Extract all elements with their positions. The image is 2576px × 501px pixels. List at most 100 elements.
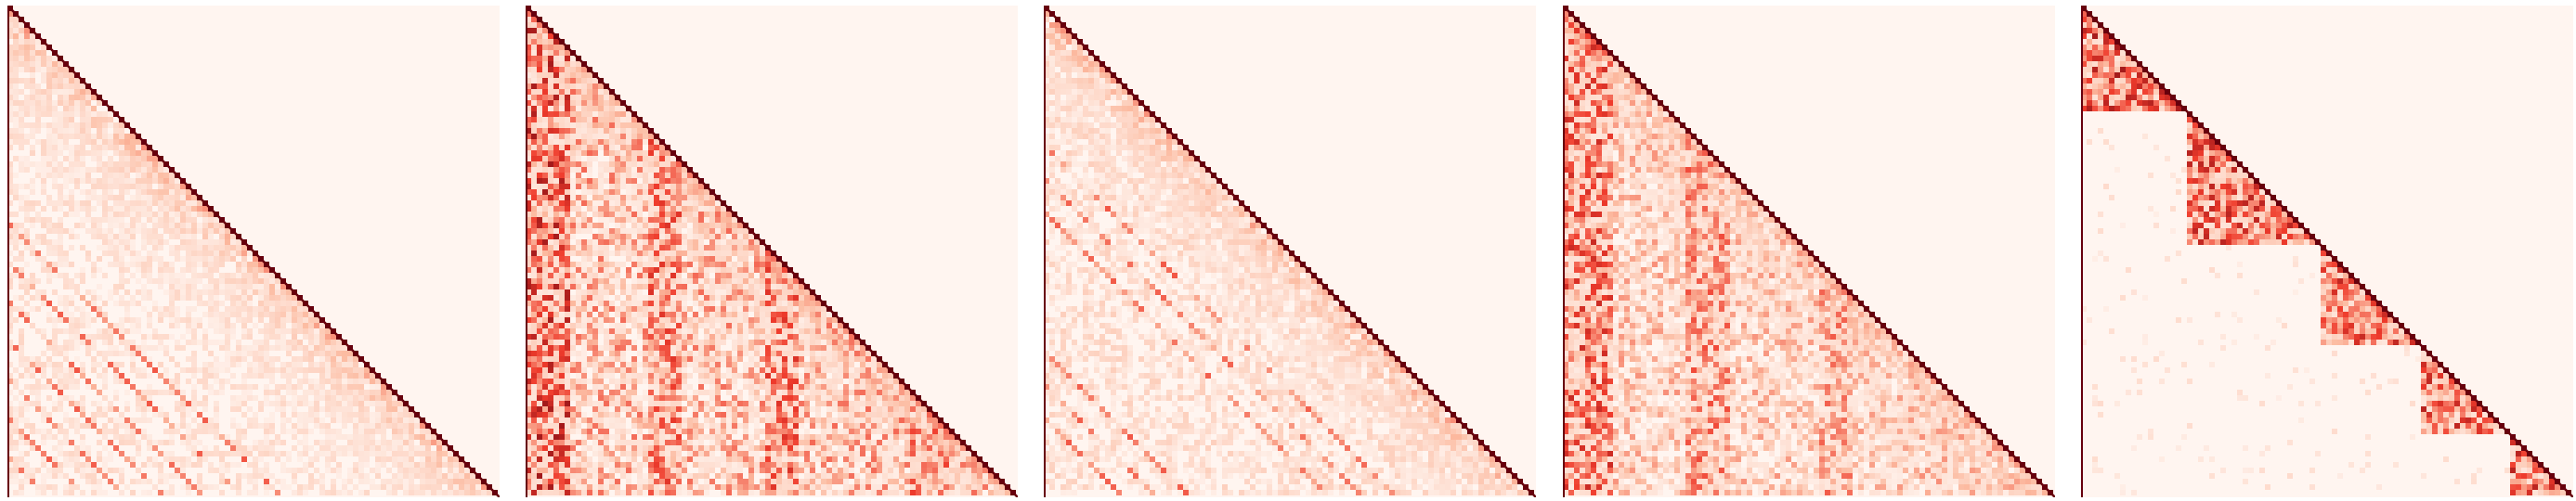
heatmap-cell bbox=[715, 239, 721, 245]
heatmap-cell bbox=[113, 128, 119, 134]
heatmap-cell bbox=[308, 429, 314, 434]
heatmap-cell bbox=[631, 373, 637, 379]
heatmap-cell bbox=[236, 317, 241, 323]
heatmap-cell bbox=[331, 334, 336, 340]
heatmap-cell bbox=[559, 256, 565, 262]
heatmap-cell bbox=[715, 250, 721, 256]
heatmap-cell bbox=[258, 440, 264, 445]
heatmap-cell bbox=[732, 278, 737, 284]
heatmap-cell bbox=[108, 250, 113, 256]
heatmap-cell bbox=[186, 200, 191, 206]
heatmap-cell bbox=[41, 473, 46, 479]
heatmap-cell bbox=[58, 262, 63, 267]
heatmap-cell bbox=[760, 267, 765, 273]
heatmap-cell bbox=[732, 317, 737, 323]
heatmap-cell bbox=[63, 328, 69, 334]
heatmap-cell bbox=[342, 418, 347, 423]
heatmap-cell bbox=[253, 440, 258, 445]
heatmap-cell bbox=[13, 367, 19, 373]
heatmap-cell bbox=[7, 412, 13, 418]
heatmap-cell bbox=[832, 328, 838, 334]
heatmap-cell bbox=[336, 473, 342, 479]
heatmap-cell bbox=[58, 89, 63, 95]
heatmap-cell bbox=[553, 278, 559, 284]
heatmap-cell bbox=[24, 423, 30, 429]
heatmap-cell bbox=[208, 429, 214, 434]
heatmap-cell bbox=[670, 267, 676, 273]
heatmap-cell bbox=[542, 78, 548, 84]
heatmap-cell bbox=[576, 379, 581, 384]
heatmap-cell bbox=[147, 312, 152, 317]
heatmap-cell bbox=[74, 122, 80, 128]
heatmap-cell bbox=[124, 317, 130, 323]
heatmap-cell bbox=[648, 228, 654, 234]
heatmap-cell bbox=[448, 456, 453, 462]
heatmap-cell bbox=[236, 267, 241, 273]
heatmap-cell bbox=[80, 468, 85, 473]
heatmap-cell bbox=[85, 212, 91, 217]
heatmap-cell bbox=[531, 17, 537, 22]
heatmap-cell bbox=[130, 217, 136, 223]
heatmap-cell bbox=[659, 267, 665, 273]
heatmap-cell bbox=[158, 345, 163, 351]
heatmap-cell bbox=[342, 367, 347, 373]
heatmap-cell bbox=[136, 451, 141, 456]
heatmap-cell bbox=[604, 106, 609, 111]
heatmap-cell bbox=[52, 384, 58, 390]
heatmap-cell bbox=[542, 328, 548, 334]
heatmap-cell bbox=[353, 395, 358, 401]
heatmap-cell bbox=[548, 122, 553, 128]
heatmap-cell bbox=[241, 395, 247, 401]
heatmap-cell bbox=[670, 362, 676, 367]
heatmap-cell bbox=[526, 301, 531, 306]
heatmap-cell bbox=[526, 284, 531, 289]
heatmap-cell bbox=[364, 406, 370, 412]
heatmap-cell bbox=[230, 295, 236, 301]
heatmap-cell bbox=[141, 479, 147, 484]
heatmap-cell bbox=[130, 262, 136, 267]
heatmap-cell bbox=[264, 367, 269, 373]
heatmap-cell bbox=[236, 434, 241, 440]
heatmap-cell bbox=[648, 184, 654, 189]
heatmap-cell bbox=[264, 267, 269, 273]
heatmap-cell bbox=[709, 256, 715, 262]
heatmap-cell bbox=[537, 184, 542, 189]
heatmap-cell bbox=[269, 440, 275, 445]
heatmap-cell bbox=[186, 340, 191, 345]
heatmap-cell bbox=[643, 128, 648, 134]
heatmap-cell bbox=[782, 328, 787, 334]
heatmap-cell bbox=[709, 295, 715, 301]
heatmap-cell bbox=[537, 111, 542, 117]
heatmap-cell bbox=[604, 301, 609, 306]
heatmap-cell bbox=[347, 490, 353, 495]
heatmap-cell bbox=[409, 490, 414, 495]
heatmap-cell bbox=[331, 429, 336, 434]
heatmap-cell bbox=[375, 445, 381, 451]
heatmap-cell bbox=[147, 295, 152, 301]
heatmap-cell bbox=[91, 367, 97, 373]
heatmap-cell bbox=[24, 434, 30, 440]
heatmap-cell bbox=[97, 479, 102, 484]
heatmap-cell bbox=[214, 390, 219, 395]
heatmap-cell bbox=[230, 289, 236, 295]
heatmap-cell bbox=[124, 228, 130, 234]
heatmap-cell bbox=[698, 273, 704, 278]
heatmap-cell bbox=[381, 440, 386, 445]
heatmap-cell bbox=[91, 418, 97, 423]
heatmap-cell bbox=[180, 395, 186, 401]
heatmap-cell bbox=[682, 351, 687, 356]
heatmap-cell bbox=[24, 167, 30, 173]
heatmap-cell bbox=[531, 72, 537, 78]
heatmap-cell bbox=[319, 379, 325, 384]
heatmap-cell bbox=[97, 406, 102, 412]
heatmap-cell bbox=[41, 406, 46, 412]
heatmap-cell bbox=[548, 250, 553, 256]
heatmap-cell bbox=[548, 33, 553, 39]
heatmap-cell bbox=[676, 250, 682, 256]
heatmap-cell bbox=[542, 228, 548, 234]
heatmap-cell bbox=[553, 250, 559, 256]
heatmap-cell bbox=[737, 228, 743, 234]
heatmap-cell bbox=[620, 106, 626, 111]
heatmap-cell bbox=[124, 429, 130, 434]
heatmap-cell bbox=[358, 367, 364, 373]
